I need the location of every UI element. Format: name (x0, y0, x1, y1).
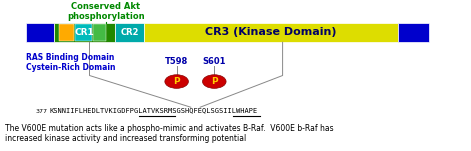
Text: The V600E mutation acts like a phospho-mimic and activates B-Raf.  V600E b-Raf h: The V600E mutation acts like a phospho-m… (5, 124, 333, 143)
Text: P: P (173, 77, 180, 86)
Bar (93, 24, 106, 41)
Text: S601: S601 (203, 57, 226, 66)
Text: KSNNIIFLHEDLTVKIGDFPGLATVKSRMSGSHQFEQLSGSIILWHAPE: KSNNIIFLHEDLTVKIGDFPGLATVKSRMSGSHQFEQLSG… (49, 107, 258, 113)
Bar (26, 23, 54, 42)
Bar (54, 23, 115, 42)
Text: Conserved Akt
phosphorylation: Conserved Akt phosphorylation (67, 2, 145, 21)
Text: CR3 (Kinase Domain): CR3 (Kinase Domain) (205, 27, 337, 37)
Bar (59, 24, 74, 41)
Ellipse shape (203, 75, 226, 88)
Ellipse shape (165, 75, 188, 88)
Text: P: P (211, 77, 218, 86)
Text: CR1: CR1 (75, 28, 95, 37)
Bar (75, 24, 92, 41)
Text: 377: 377 (35, 109, 47, 114)
Bar (115, 23, 144, 42)
Bar (398, 23, 429, 42)
Text: T598: T598 (165, 57, 188, 66)
Bar (144, 23, 398, 42)
Text: RAS Binding Domain
Cystein-Rich Domain: RAS Binding Domain Cystein-Rich Domain (26, 53, 115, 72)
Text: CR2: CR2 (120, 28, 139, 37)
